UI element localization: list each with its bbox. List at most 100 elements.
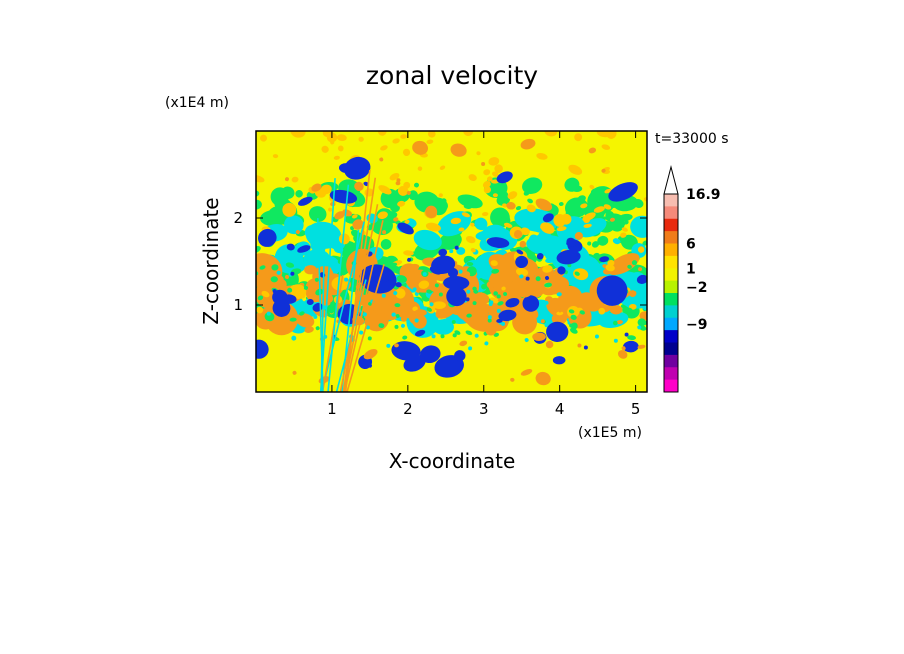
field-patch: [418, 280, 430, 289]
colorbar-cell: [664, 255, 678, 269]
field-patch: [443, 276, 470, 290]
field-patch: [483, 169, 491, 176]
field-patch: [390, 265, 399, 272]
chart-title: zonal velocity: [366, 61, 538, 90]
field-patch: [380, 145, 388, 151]
field-patch: [544, 282, 552, 288]
colorbar-arrow: [663, 165, 679, 195]
field-patch: [616, 320, 623, 325]
field-patch: [344, 277, 349, 282]
field-streak: [319, 178, 336, 392]
field-patch: [520, 369, 533, 376]
field-patch: [437, 241, 442, 246]
field-patch: [266, 311, 271, 316]
field-streak: [343, 220, 384, 392]
field-patch: [503, 222, 513, 228]
field-patch: [566, 204, 572, 209]
y-scale-label: (x1E4 m): [165, 95, 229, 111]
field-patch: [465, 235, 476, 244]
field-patch: [439, 258, 447, 266]
field-patch: [524, 338, 529, 343]
field-patch: [566, 275, 574, 280]
y-axis: 12: [233, 209, 647, 314]
field-patch: [507, 240, 516, 247]
field-patch: [458, 227, 465, 232]
field-patch: [556, 226, 567, 232]
field-patch: [513, 230, 523, 239]
x-tick-label: 3: [479, 400, 489, 418]
field-patch: [553, 213, 567, 227]
field-patch: [542, 213, 554, 223]
field-patch: [487, 318, 492, 323]
field-patch: [618, 350, 627, 355]
field-patch: [472, 301, 477, 306]
field-patch: [313, 314, 318, 319]
field-patch: [574, 231, 583, 240]
field-patch: [474, 217, 488, 231]
colorbar-cell: [664, 367, 678, 381]
field-patch: [289, 317, 297, 322]
colorbar-label: −2: [686, 280, 707, 296]
field-streak: [342, 177, 377, 392]
field-patch: [476, 308, 489, 317]
field-patch: [281, 186, 295, 199]
field-patch: [456, 247, 466, 255]
field-patch: [545, 340, 554, 349]
field-patch: [505, 297, 520, 308]
field-patch: [400, 323, 405, 328]
field-patch: [291, 335, 297, 341]
field-patch: [438, 193, 443, 198]
field-patch: [304, 265, 317, 275]
field-patch: [481, 211, 489, 217]
field-patch: [601, 144, 611, 150]
field-patch: [526, 204, 536, 213]
field-patch: [394, 324, 399, 329]
field-patch: [532, 332, 546, 342]
field-streak: [317, 218, 324, 392]
field-patch: [637, 246, 645, 253]
x-tick-label: 4: [555, 400, 565, 418]
colorbar-cell: [664, 317, 678, 331]
colorbar-label: 1: [686, 261, 696, 277]
field-patch: [558, 202, 564, 207]
field-patch: [297, 245, 311, 253]
field-patch: [520, 227, 530, 236]
field-patch: [426, 307, 432, 312]
field-streak: [339, 204, 379, 392]
field-patch: [570, 327, 578, 334]
field-patch: [381, 274, 391, 282]
field-patch: [256, 306, 264, 314]
field-patch: [636, 274, 647, 284]
field-patch: [546, 321, 569, 343]
field-patch: [392, 138, 400, 144]
colorbar-cell: [664, 379, 678, 393]
field-patch: [438, 292, 443, 297]
field-patch: [354, 181, 364, 191]
x-scale-label: (x1E5 m): [578, 425, 642, 441]
field-patch: [500, 269, 516, 284]
field-patch: [292, 370, 297, 375]
field-patch: [520, 138, 536, 150]
field-patch: [507, 191, 518, 200]
field-patch: [577, 195, 586, 202]
field-patch: [431, 334, 436, 339]
field-patch: [593, 206, 605, 213]
field-patch: [454, 350, 466, 362]
field-patch: [566, 239, 579, 247]
field-patch: [612, 320, 618, 326]
field-patch: [285, 262, 295, 268]
field-patch: [382, 230, 387, 235]
colorbar-cell: [664, 268, 678, 282]
field-patch: [434, 355, 464, 378]
field-patch: [493, 216, 503, 223]
field-patch: [290, 271, 295, 276]
field-patch: [328, 207, 333, 212]
field-patch: [556, 292, 562, 297]
field-patch: [381, 293, 386, 298]
x-axis-label: X-coordinate: [389, 449, 516, 473]
field-patch: [497, 212, 504, 219]
field-patch: [544, 300, 549, 305]
field-patch: [412, 140, 428, 155]
field-patch: [477, 270, 483, 276]
field-streak: [346, 264, 385, 392]
